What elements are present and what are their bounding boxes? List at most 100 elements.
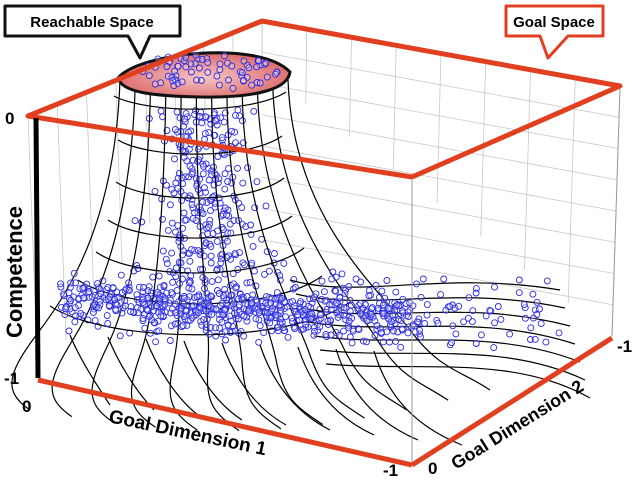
scatter-point: [156, 283, 164, 291]
scatter-point: [455, 302, 463, 310]
scatter-point: [202, 113, 209, 121]
scatter-point: [363, 338, 371, 346]
scatter-point: [253, 178, 261, 186]
scatter-point: [212, 305, 220, 313]
scatter-point: [180, 153, 188, 161]
z-tick-top: 0: [5, 109, 14, 128]
scatter-point: [260, 329, 268, 337]
scatter-point: [317, 311, 325, 319]
scatter-point: [304, 323, 312, 331]
scatter-point: [378, 287, 386, 295]
scatter-point: [62, 305, 70, 313]
scatter-point: [181, 115, 189, 123]
scatter-point: [272, 70, 279, 78]
scatter-point: [460, 318, 468, 326]
scatter-point: [204, 68, 212, 76]
scatter-point: [216, 60, 224, 68]
scatter-point: [365, 292, 373, 300]
scatter-point: [219, 136, 226, 144]
mesh-meridian: [195, 95, 240, 432]
scatter-point: [72, 279, 79, 287]
scatter-point: [180, 293, 188, 300]
x-tick-end: -1: [383, 461, 398, 480]
scatter-point: [209, 230, 217, 237]
mesh-ring: [113, 91, 287, 110]
scatter-point: [357, 310, 365, 318]
scatter-point: [149, 273, 157, 281]
scatter-point: [185, 145, 193, 153]
scatter-point: [392, 288, 400, 296]
scatter-point: [268, 307, 276, 315]
scatter-point: [160, 281, 168, 289]
mesh-meridian: [211, 95, 282, 430]
scatter-point: [245, 64, 253, 72]
scatter-point: [278, 295, 286, 302]
scatter-point: [182, 63, 190, 71]
mesh-meridian: [287, 79, 491, 391]
scatter-point: [194, 247, 202, 255]
scatter-point: [161, 295, 169, 303]
scatter-point: [245, 307, 252, 315]
scatter-point: [437, 291, 445, 299]
scatter-point: [67, 297, 75, 304]
scatter-point: [194, 145, 202, 153]
scatter-point: [220, 292, 227, 300]
scatter-point: [105, 302, 113, 309]
goal-space-label: Goal Space: [513, 14, 595, 31]
competence-axis-line: [33, 117, 41, 379]
scatter-point: [226, 220, 234, 228]
scatter-point: [248, 81, 256, 89]
scatter-point: [329, 268, 337, 276]
scatter-point: [218, 134, 226, 142]
scatter-point: [311, 293, 318, 301]
scatter-point: [533, 298, 541, 306]
scatter-point: [256, 79, 264, 87]
scatter-point: [218, 318, 226, 326]
scatter-point: [322, 330, 330, 338]
scatter-point: [332, 299, 340, 307]
scatter-point: [139, 314, 147, 322]
scatter-point: [198, 55, 206, 63]
mesh-meridian: [241, 92, 365, 419]
scatter-point: [173, 286, 181, 294]
scatter-point: [125, 279, 133, 287]
scatter-point: [166, 201, 174, 209]
scatter-point: [177, 259, 185, 267]
scatter-point: [452, 330, 460, 338]
scatter-point: [221, 328, 229, 336]
scatter-point: [404, 308, 412, 316]
scatter-point: [289, 297, 297, 305]
scatter-point: [340, 304, 348, 312]
mesh-sheet-line: [297, 346, 375, 436]
scatter-point: [67, 279, 75, 287]
scatter-point: [186, 278, 194, 286]
scatter-point: [385, 315, 393, 323]
mesh-sheet-line: [295, 293, 566, 309]
scatter-point: [249, 291, 257, 299]
front-scatter-points: [57, 268, 563, 352]
scatter-point: [189, 215, 197, 222]
scatter-point: [391, 307, 399, 315]
scatter-point: [121, 297, 129, 305]
scatter-point: [536, 305, 543, 313]
scatter-point: [291, 325, 299, 332]
mesh-sheet-line: [335, 348, 419, 441]
scatter-point: [491, 319, 499, 327]
scatter-point: [345, 324, 353, 332]
scatter-point: [497, 315, 505, 323]
scatter-point: [207, 292, 215, 300]
mesh-sheet-line: [307, 321, 576, 345]
scatter-point: [247, 221, 255, 229]
scatter-point: [232, 284, 240, 292]
scatter-point: [529, 290, 537, 298]
scatter-point: [465, 294, 473, 302]
scatter-point: [371, 317, 379, 325]
scatter-point: [89, 301, 97, 309]
scatter-point: [205, 223, 212, 231]
goal-dimension-2-label: Goal Dimension 2: [448, 376, 588, 474]
scatter-point: [226, 312, 234, 320]
scatter-point: [167, 289, 175, 297]
scatter-point: [187, 68, 195, 76]
scatter-point: [398, 325, 406, 333]
scatter-point: [380, 309, 388, 317]
